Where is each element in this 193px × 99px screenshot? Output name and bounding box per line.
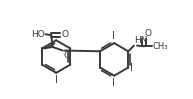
Text: O: O — [63, 51, 70, 60]
Text: I: I — [55, 75, 58, 85]
Text: O: O — [61, 30, 68, 39]
Text: I: I — [112, 31, 115, 41]
Text: O: O — [145, 29, 152, 38]
Text: HO: HO — [31, 30, 45, 39]
Text: I: I — [113, 78, 115, 88]
Text: HN: HN — [134, 36, 148, 45]
Text: I: I — [130, 63, 133, 73]
Text: CH₃: CH₃ — [152, 42, 168, 51]
